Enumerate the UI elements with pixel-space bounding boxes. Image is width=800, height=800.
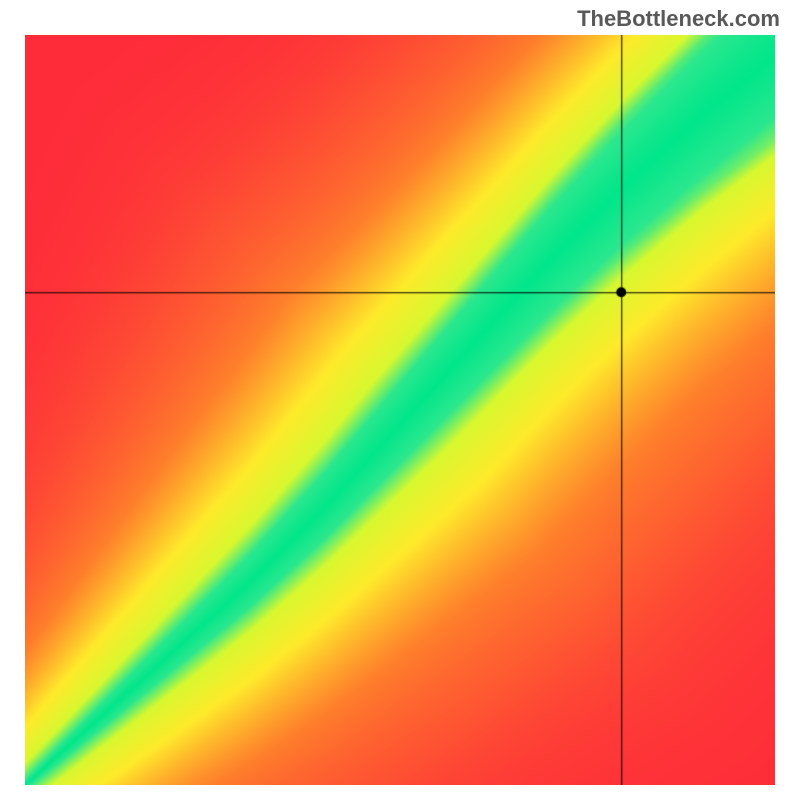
bottleneck-heatmap xyxy=(25,35,775,785)
watermark-text: TheBottleneck.com xyxy=(577,6,780,32)
heatmap-canvas xyxy=(25,35,775,785)
